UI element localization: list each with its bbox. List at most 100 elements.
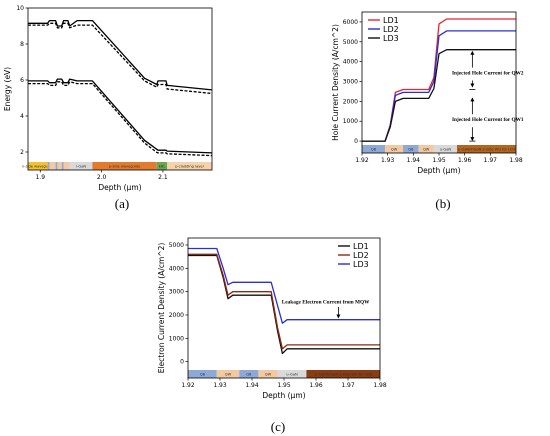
x-axis-label: Depth (μm) (262, 391, 305, 400)
arrow-head (336, 314, 341, 319)
region-band (306, 370, 380, 378)
region-band (239, 370, 259, 378)
plot-frame (187, 237, 381, 379)
region-label: QB (246, 372, 252, 376)
y-tick-label: 0 (180, 359, 184, 366)
region-band (57, 162, 62, 170)
region-label: i-GaN (76, 164, 86, 168)
y-tick-label: 3000 (169, 289, 184, 296)
x-tick-label: 1.92 (355, 157, 369, 164)
x-tick-label: 1.97 (341, 382, 355, 389)
panel-label-b: (b) (435, 196, 450, 211)
region-band (362, 145, 386, 153)
region-label: u-GaN (286, 372, 298, 376)
region-label: p-side waveguide (109, 164, 141, 168)
region-label: p-GaN/InGaN p-side WG for LD3 (314, 372, 371, 376)
x-tick-label: 1.92 (181, 382, 195, 389)
y-tick-label: 5000 (343, 39, 358, 46)
region-label: QW (391, 147, 398, 151)
x-tick-label: 2.1 (158, 174, 168, 181)
x-tick-label: 1.9 (35, 174, 45, 181)
arrow-head (470, 137, 475, 142)
x-tick-label: 1.97 (484, 157, 498, 164)
y-tick-label: 1000 (343, 118, 358, 125)
x-tick-label: 1.95 (432, 157, 446, 164)
chart-b: QB QW QB QW u-GaN p-GaN/InGaN p-side WG for L… (331, 11, 524, 175)
x-tick-label: 1.93 (381, 157, 395, 164)
region-label: p-GaN/InGaN p-side WG for LD3 (458, 147, 515, 151)
panel-label-a: (a) (115, 196, 129, 211)
y-tick-label: 1000 (169, 335, 184, 342)
region-band (69, 162, 93, 170)
region-band (63, 162, 70, 170)
arrow-head (470, 97, 475, 102)
region-band (277, 370, 307, 378)
region-band (92, 162, 157, 170)
panel-label-c: (c) (271, 419, 285, 434)
y-axis-label: Hole Current Density (A/cm^2) (331, 24, 340, 141)
legend-label: LD1 (353, 242, 369, 251)
region-band (403, 145, 419, 153)
y-tick-label: 8 (20, 41, 24, 48)
y-tick-label: 6000 (343, 19, 358, 26)
region-label: p-cladding layer (175, 164, 205, 168)
y-tick-label: 4 (20, 113, 24, 120)
region-band (216, 370, 240, 378)
x-tick-label: 1.96 (458, 157, 472, 164)
region-label: QW (225, 372, 232, 376)
arrow-head (470, 83, 475, 88)
region-label: EBL (159, 164, 166, 168)
region-band (433, 145, 457, 153)
y-axis-label: Electron Current Density (A/cm^2) (157, 243, 166, 374)
y-tick-label: 3000 (343, 79, 358, 86)
region-band (167, 162, 212, 170)
x-tick-label: 1.94 (245, 382, 259, 389)
chart-a: n-side waveguide i-GaN p-side waveguide EBL… (3, 5, 213, 192)
x-axis-label: Depth (μm) (417, 166, 460, 175)
series-line-3 (28, 81, 213, 157)
y-tick-label: 2000 (169, 312, 184, 319)
x-tick-label: 1.96 (309, 382, 323, 389)
series-line-0 (28, 19, 213, 91)
annotation: Leakage Electron Current from MQW (282, 299, 370, 305)
y-tick-label: 2000 (343, 98, 358, 105)
y-tick-label: 4000 (169, 265, 184, 272)
y-tick-label: 2 (20, 149, 24, 156)
plot-frame (27, 7, 213, 171)
region-band (258, 370, 278, 378)
x-tick-label: 1.93 (213, 382, 227, 389)
region-band (47, 162, 50, 170)
region-label: QW (265, 372, 272, 376)
series-line-ld2 (188, 253, 380, 350)
legend-label: LD3 (353, 260, 369, 269)
y-tick-label: 4000 (343, 59, 358, 66)
legend-label: LD2 (353, 251, 369, 260)
region-band (188, 370, 217, 378)
y-tick-label: 10 (16, 5, 24, 12)
series-line-ld3 (362, 49, 516, 142)
region-label: QW (423, 147, 430, 151)
annotation: Injected Hole Current for QW2 (452, 71, 524, 77)
x-axis-label: Depth (μm) (98, 183, 141, 192)
series-line-1 (28, 22, 213, 95)
region-label: QB (371, 147, 377, 151)
region-label: u-GaN (440, 147, 452, 151)
y-tick-label: 6 (20, 77, 24, 84)
region-label: QB (200, 372, 206, 376)
region-band (61, 162, 64, 170)
series-line-ld3 (188, 247, 380, 324)
legend-label: LD2 (383, 25, 399, 34)
region-label: n-side waveguide (22, 164, 54, 168)
region-band (385, 145, 404, 153)
arrow-head (470, 50, 475, 55)
y-tick-label: 0 (354, 138, 358, 145)
series-line-2 (28, 78, 213, 154)
x-tick-label: 1.98 (373, 382, 387, 389)
y-tick-label: 5000 (169, 242, 184, 249)
region-band (418, 145, 434, 153)
region-band (456, 145, 516, 153)
region-band (55, 162, 58, 170)
x-tick-label: 1.98 (509, 157, 523, 164)
x-tick-label: 1.95 (277, 382, 291, 389)
